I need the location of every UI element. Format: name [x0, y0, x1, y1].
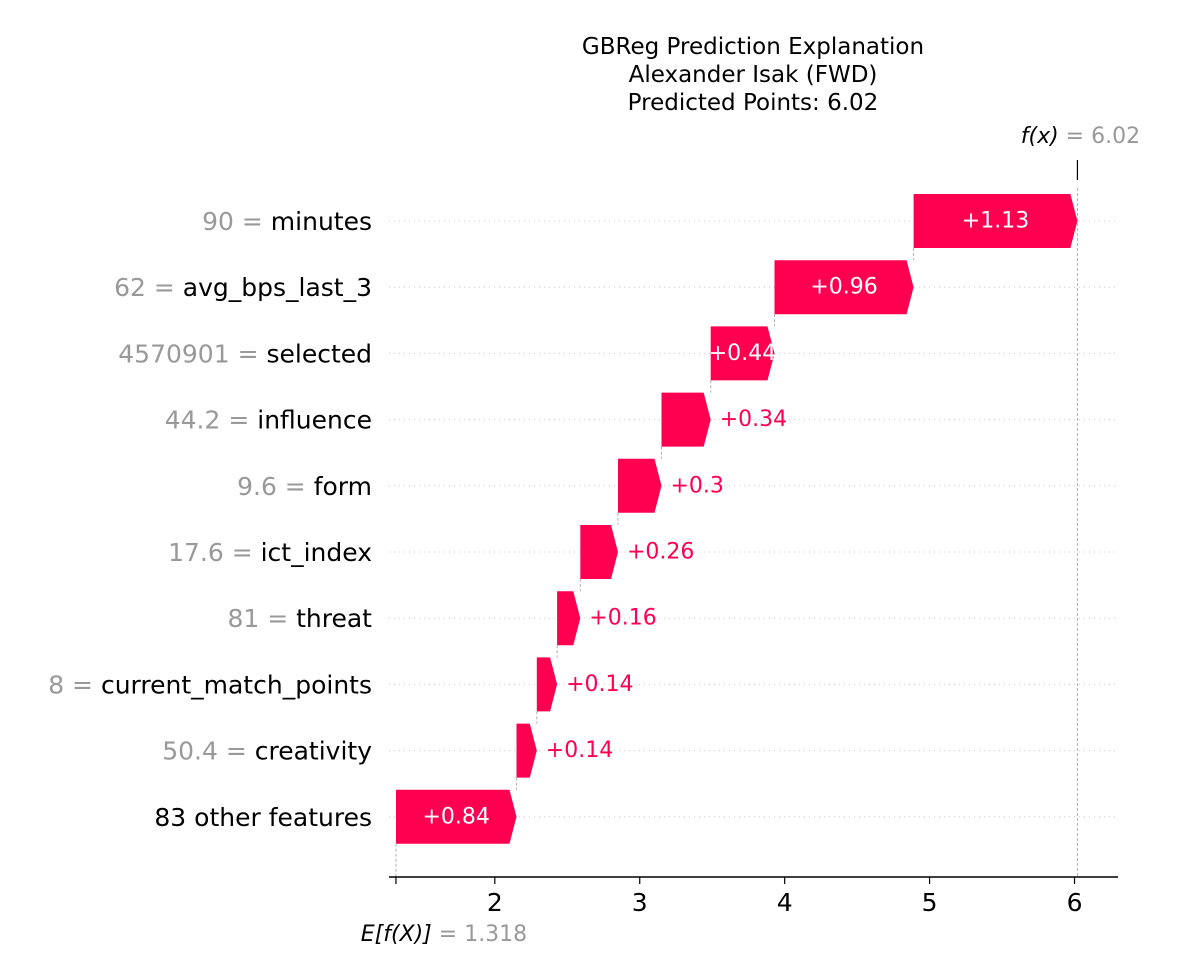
feature-name: creativity	[255, 736, 372, 765]
ex-name: E[f(X)]	[361, 922, 439, 947]
x-tick-label: 3	[632, 888, 648, 917]
x-tick-label: 4	[777, 888, 793, 917]
feature-value: 4570901 =	[118, 339, 266, 368]
feature-name: threat	[296, 604, 372, 633]
contribution-label: +0.14	[546, 738, 613, 763]
title-line-1: GBReg Prediction Explanation	[582, 34, 924, 60]
contribution-label: +0.84	[422, 804, 489, 829]
feature-name: influence	[257, 405, 372, 434]
feature-value: 62 =	[114, 273, 183, 302]
feature-name: form	[314, 471, 372, 500]
feature-label: 17.6 = ict_index	[168, 538, 372, 567]
ex-label: E[f(X)] = 1.318	[361, 922, 527, 947]
contribution-label: +0.14	[566, 672, 633, 697]
waterfall-bar	[710, 326, 775, 381]
contribution-label: +0.34	[720, 407, 787, 432]
fx-label: f(x) = 6.02	[1021, 124, 1140, 149]
feature-value: 50.4 =	[162, 736, 255, 765]
feature-label: 4570901 = selected	[118, 339, 372, 368]
bars	[396, 194, 1078, 844]
feature-label: 8 = current_match_points	[48, 670, 372, 699]
waterfall-bar	[536, 657, 558, 712]
feature-label: 44.2 = influence	[165, 405, 372, 434]
chart-title: GBReg Prediction Explanation Alexander I…	[582, 34, 924, 116]
feature-label: 62 = avg_bps_last_3	[114, 273, 372, 302]
waterfall-bar	[516, 723, 537, 778]
x-tick-label: 5	[922, 888, 938, 917]
waterfall-bar	[396, 789, 517, 844]
expected-value-annotation: E[f(X)] = 1.318	[361, 922, 527, 947]
x-tick-label: 6	[1067, 888, 1083, 917]
feature-label: 90 = minutes	[202, 207, 372, 236]
feature-name: minutes	[271, 207, 372, 236]
feature-value: 81 =	[227, 604, 296, 633]
fx-annotation: f(x) = 6.02	[1021, 124, 1140, 180]
waterfall-bar	[580, 525, 618, 579]
waterfall-bar	[618, 458, 662, 513]
feature-value: 90 =	[202, 207, 271, 236]
feature-label: 81 = threat	[227, 604, 372, 633]
feature-value: 44.2 =	[165, 405, 258, 434]
feature-label: 9.6 = form	[237, 471, 372, 500]
feature-name: selected	[266, 339, 372, 368]
fx-value: = 6.02	[1066, 124, 1140, 149]
x-axis: 2 3 4 5 6	[389, 876, 1118, 917]
feature-label: 50.4 = creativity	[162, 736, 372, 765]
feature-value: 9.6 =	[237, 471, 314, 500]
gridlines	[389, 220, 1118, 818]
title-line-2: Alexander Isak (FWD)	[629, 62, 878, 88]
feature-name: 83 other features	[154, 802, 372, 831]
ex-value: = 1.318	[439, 922, 527, 947]
waterfall-bar	[557, 591, 581, 646]
title-line-3: Predicted Points: 6.02	[628, 90, 879, 116]
waterfall-bar	[913, 194, 1078, 248]
waterfall-bar	[661, 392, 711, 447]
contribution-label: +0.26	[627, 540, 694, 565]
waterfall-bar	[774, 260, 914, 315]
feature-label: 83 other features	[154, 802, 372, 831]
contribution-label: +0.44	[709, 341, 776, 366]
contribution-label: +1.13	[962, 209, 1029, 234]
feature-name: avg_bps_last_3	[183, 273, 372, 302]
contribution-label: +0.96	[810, 275, 877, 300]
feature-name: ict_index	[261, 538, 372, 567]
feature-name: current_match_points	[101, 670, 372, 699]
connectors	[395, 188, 1078, 877]
feature-value: 17.6 =	[168, 538, 261, 567]
x-tick-label: 2	[487, 888, 503, 917]
contribution-label: +0.3	[671, 473, 724, 498]
contribution-label: +0.16	[589, 606, 656, 631]
fx-name: f(x)	[1021, 124, 1066, 149]
feature-labels: +1.13 90 = minutes +0.96 62 = avg_bps_last_…	[48, 207, 1029, 832]
feature-value: 8 =	[48, 670, 101, 699]
